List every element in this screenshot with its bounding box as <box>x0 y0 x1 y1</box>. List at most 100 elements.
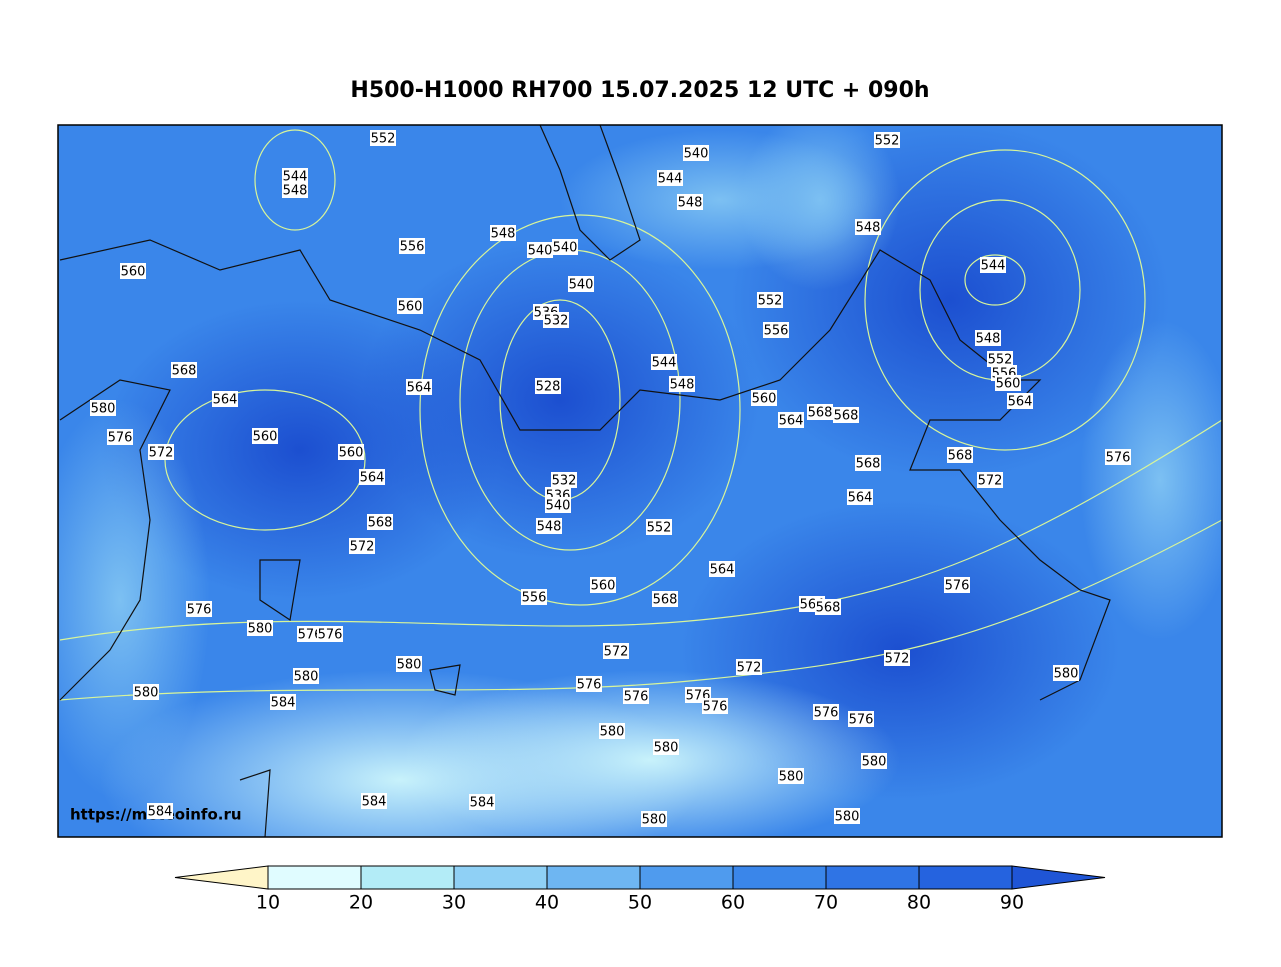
contour-label: 568 <box>808 406 833 421</box>
label-box <box>807 404 833 420</box>
contour-label: 540 <box>684 147 709 162</box>
contour-label: 568 <box>834 409 859 424</box>
contour-label: 548 <box>283 184 308 199</box>
colorbar-segment <box>453 865 548 890</box>
colorbar-segment <box>732 865 827 890</box>
label-box <box>751 390 777 406</box>
label-box <box>653 739 679 755</box>
label-box <box>677 194 703 210</box>
label-box <box>874 132 900 148</box>
label-box <box>552 239 578 255</box>
label-box <box>521 589 547 605</box>
contour-label: 572 <box>885 652 910 667</box>
label-box <box>147 803 173 819</box>
label-box <box>535 378 561 394</box>
contour-label: 532 <box>552 474 577 489</box>
contour-label: 540 <box>546 499 571 514</box>
label-box <box>757 292 783 308</box>
label-box <box>599 723 625 739</box>
label-box <box>469 794 495 810</box>
label-box <box>646 519 672 535</box>
label-box <box>120 263 146 279</box>
contour-label: 544 <box>652 356 677 371</box>
label-box <box>657 170 683 186</box>
contour-label: 584 <box>148 805 173 820</box>
contour-label: 568 <box>653 593 678 608</box>
contour-label: 580 <box>600 725 625 740</box>
contour-label: 560 <box>339 446 364 461</box>
contour-label: 532 <box>544 314 569 329</box>
label-box <box>545 497 571 513</box>
label-box <box>833 407 859 423</box>
label-box <box>396 656 422 672</box>
label-box <box>944 577 970 593</box>
colorbar-tick-label: 20 <box>349 892 373 914</box>
contour-label: 568 <box>856 457 881 472</box>
label-box <box>370 130 396 146</box>
contour-label: 576 <box>577 678 602 693</box>
contour-label: 580 <box>862 755 887 770</box>
label-box <box>623 688 649 704</box>
contour-label: 548 <box>670 378 695 393</box>
colorbar-tick-label: 50 <box>628 892 652 914</box>
label-box <box>603 643 629 659</box>
label-box <box>1007 393 1033 409</box>
label-box <box>736 659 762 675</box>
label-box <box>543 312 569 328</box>
contour-label: 552 <box>875 134 900 149</box>
colorbar-tick-label: 10 <box>256 892 280 914</box>
label-box <box>778 768 804 784</box>
label-box <box>317 626 343 642</box>
contour-label: 548 <box>491 227 516 242</box>
label-box <box>855 455 881 471</box>
label-box <box>90 400 116 416</box>
contour-label: 544 <box>658 172 683 187</box>
label-box <box>536 518 562 534</box>
contour-label: 580 <box>248 622 273 637</box>
contour-label: 576 <box>945 579 970 594</box>
label-box <box>980 257 1006 273</box>
contour-label: 580 <box>1054 667 1079 682</box>
contour-label: 580 <box>642 813 667 828</box>
contour-label: 580 <box>397 658 422 673</box>
contour-label: 568 <box>948 449 973 464</box>
contour-label: 564 <box>779 414 804 429</box>
colorbar-tick-label: 70 <box>814 892 838 914</box>
label-box <box>212 391 238 407</box>
colorbar-segment <box>639 865 734 890</box>
label-box <box>1105 449 1131 465</box>
contour-label: 584 <box>362 795 387 810</box>
label-box <box>361 793 387 809</box>
contour-label: 580 <box>779 770 804 785</box>
contour-label: 572 <box>978 474 1003 489</box>
label-box <box>247 620 273 636</box>
label-box <box>338 444 364 460</box>
contour-label: 580 <box>835 810 860 825</box>
contour-label: 576 <box>624 690 649 705</box>
contour-label: 580 <box>294 670 319 685</box>
contour-label: 572 <box>604 645 629 660</box>
label-box <box>987 351 1013 367</box>
colorbar-under <box>174 865 269 890</box>
contour-label: 576 <box>108 431 133 446</box>
label-box <box>763 322 789 338</box>
contour-label: 576 <box>187 603 212 618</box>
contour-label: 548 <box>976 332 1001 347</box>
contour-label: 548 <box>856 221 881 236</box>
label-box <box>702 698 728 714</box>
contour-label: 560 <box>253 430 278 445</box>
label-box <box>995 375 1021 391</box>
contour-label: 540 <box>569 278 594 293</box>
label-box <box>359 469 385 485</box>
label-box <box>282 168 308 184</box>
colorbar-segment <box>546 865 641 890</box>
contour-label: 572 <box>149 446 174 461</box>
contour-label: 576 <box>1106 451 1131 466</box>
contour-label: 576 <box>814 706 839 721</box>
contour-label: 564 <box>710 563 735 578</box>
label-box <box>282 182 308 198</box>
map-field <box>58 125 1222 837</box>
map-title: H500-H1000 RH700 15.07.2025 12 UTC + 090… <box>350 78 929 103</box>
contour-label: 552 <box>371 132 396 147</box>
